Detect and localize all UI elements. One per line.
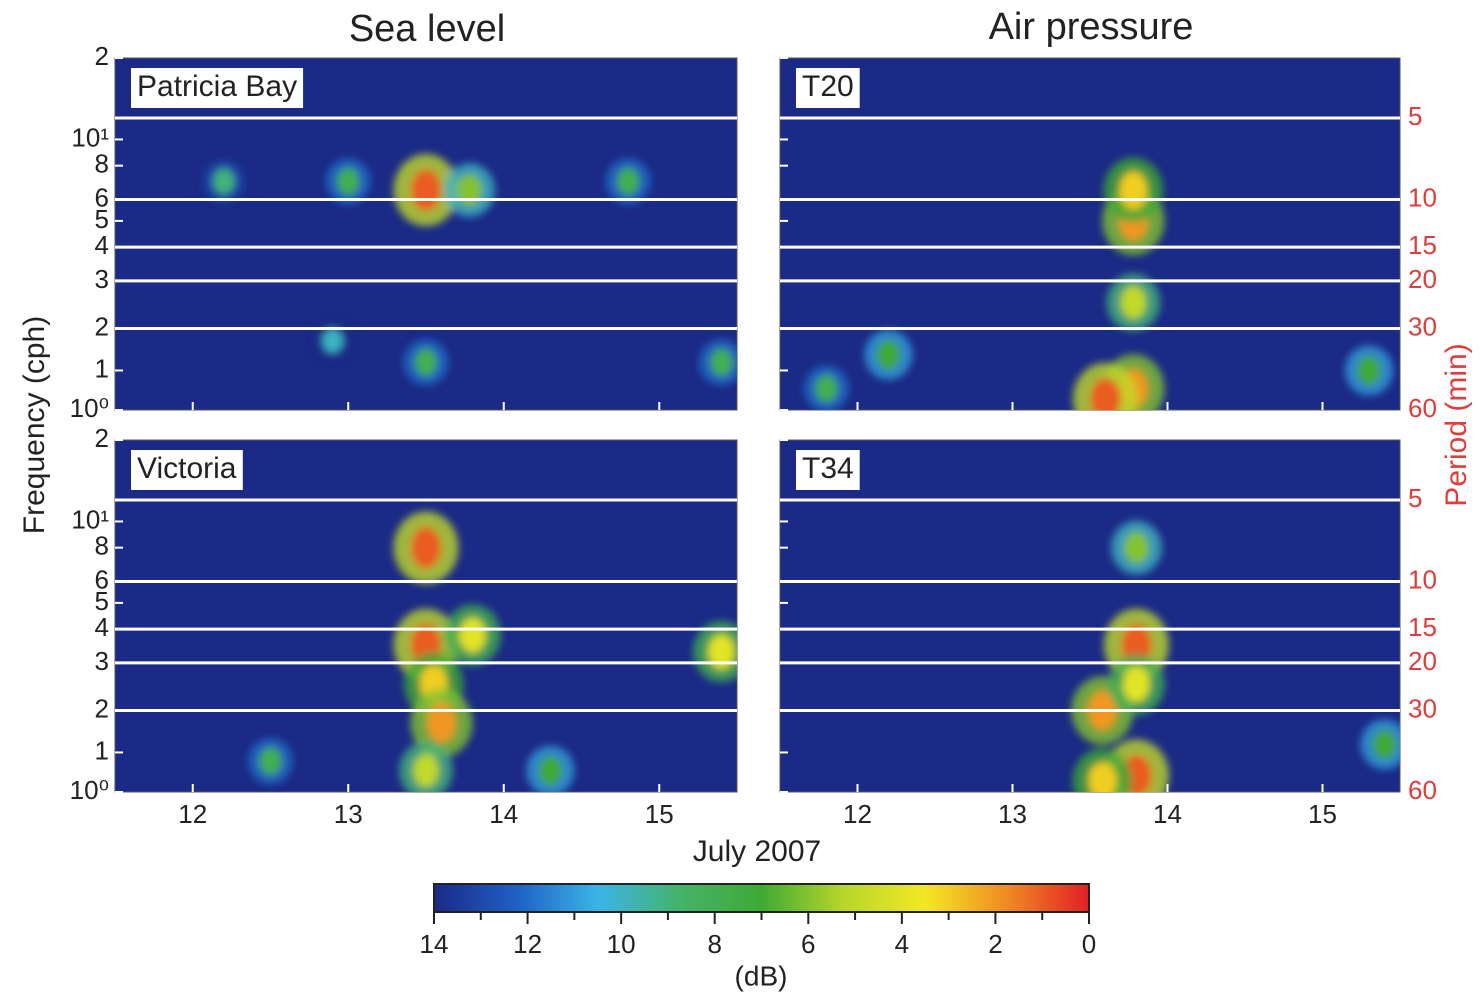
column-title: Sea level [349, 8, 505, 50]
y2-tick-label: 15 [1408, 612, 1437, 642]
y-tick-label: 8 [95, 149, 109, 179]
panel-label: T20 [802, 70, 854, 103]
hotspot [616, 167, 640, 196]
y2-tick-label: 20 [1408, 646, 1437, 676]
hotspot [410, 169, 442, 212]
y2-axis-label: Period (min) [1440, 343, 1473, 506]
x-tick-label: 12 [178, 799, 207, 829]
hotspot [815, 374, 838, 403]
hotspots [1071, 520, 1400, 792]
panel-label: Patricia Bay [137, 70, 297, 103]
y2-tick-label: 5 [1408, 483, 1422, 513]
panel-label: Victoria [137, 452, 237, 485]
y-tick-label: 3 [95, 646, 109, 676]
hotspot [412, 753, 440, 788]
y2-tick-label: 30 [1408, 311, 1437, 341]
hotspot [1119, 171, 1148, 210]
y-tick-label: 6 [95, 564, 109, 594]
hotspot [458, 617, 487, 654]
hotspot [336, 167, 360, 196]
hotspot [538, 755, 563, 786]
y-tick-label: 3 [95, 264, 109, 294]
colorbar-tick-label: 12 [513, 929, 542, 959]
y-tick-label: 5 [95, 204, 109, 234]
colorbar-tick-label: 14 [420, 929, 449, 959]
hotspots [202, 153, 737, 386]
y-tick-label: 10⁰ [70, 775, 109, 805]
y2-tick-label: 60 [1408, 775, 1437, 805]
hotspot [259, 747, 282, 776]
y-tick-label: 2 [95, 311, 109, 341]
y2-tick-label: 60 [1408, 393, 1437, 423]
hotspot [1123, 531, 1150, 564]
hotspot [212, 168, 235, 195]
panel-label-box [796, 68, 860, 108]
hotspot [1120, 285, 1147, 320]
x-tick-label: 13 [334, 799, 363, 829]
colorbar-tick-label: 2 [988, 929, 1002, 959]
x-tick-label: 14 [1153, 799, 1182, 829]
y-tick-label: 6 [95, 182, 109, 212]
hotspot [876, 339, 901, 370]
y-tick-label: 2 [95, 41, 109, 71]
y-tick-label: 1 [95, 735, 109, 765]
y2-tick-label: 5 [1408, 101, 1422, 131]
panel-label: T34 [802, 452, 854, 485]
y2-tick-label: 20 [1408, 264, 1437, 294]
y2-tick-label: 15 [1408, 230, 1437, 260]
y-tick-label: 8 [95, 531, 109, 561]
x-tick-label: 14 [489, 799, 518, 829]
y-tick-label: 10⁰ [70, 393, 109, 423]
hotspot [1122, 666, 1151, 703]
x-tick-label: 15 [645, 799, 674, 829]
hotspot [414, 348, 438, 377]
hotspot [1090, 377, 1121, 410]
hotspot [1088, 761, 1117, 792]
hotspot [426, 702, 457, 743]
y-tick-label: 1 [95, 353, 109, 383]
hotspot [456, 174, 483, 207]
panel: T34 [779, 439, 1401, 793]
y-tick-label: 4 [95, 230, 109, 260]
hotspot [710, 348, 733, 377]
x-axis-label: July 2007 [693, 835, 821, 868]
hotspot [322, 328, 343, 353]
colorbar-tick-label: 4 [895, 929, 909, 959]
hotspot [410, 526, 442, 569]
colorbar [433, 883, 1090, 913]
colorbar-tick-label: 6 [801, 929, 815, 959]
y-tick-label: 4 [95, 612, 109, 642]
hotspot [707, 633, 736, 670]
x-tick-label: 15 [1308, 799, 1337, 829]
x-tick-label: 12 [843, 799, 872, 829]
column-title: Air pressure [989, 6, 1194, 48]
y2-tick-label: 30 [1408, 693, 1437, 723]
panel: Patricia Bay [114, 57, 738, 411]
hotspot [1372, 729, 1397, 760]
y-tick-label: 5 [95, 586, 109, 616]
y-tick-label: 10¹ [71, 122, 109, 152]
panel-label-box [131, 450, 243, 490]
colorbar-tick-label: 10 [607, 929, 636, 959]
hotspots [803, 157, 1393, 410]
y2-tick-label: 10 [1408, 564, 1437, 594]
hotspot [1357, 355, 1381, 386]
y-tick-label: 2 [95, 423, 109, 453]
y-axis-label: Frequency (cph) [18, 316, 51, 534]
panel: T20 [779, 57, 1401, 411]
y-tick-label: 2 [95, 693, 109, 723]
panel-label-box [131, 68, 304, 108]
y-tick-label: 10¹ [71, 504, 109, 534]
panel-label-box [796, 450, 860, 490]
colorbar-label: (dB) [735, 960, 788, 991]
y2-tick-label: 10 [1408, 182, 1437, 212]
x-tick-label: 13 [998, 799, 1027, 829]
panel: Victoria [114, 439, 738, 793]
colorbar-tick-label: 0 [1082, 929, 1096, 959]
colorbar-tick-label: 8 [707, 929, 721, 959]
